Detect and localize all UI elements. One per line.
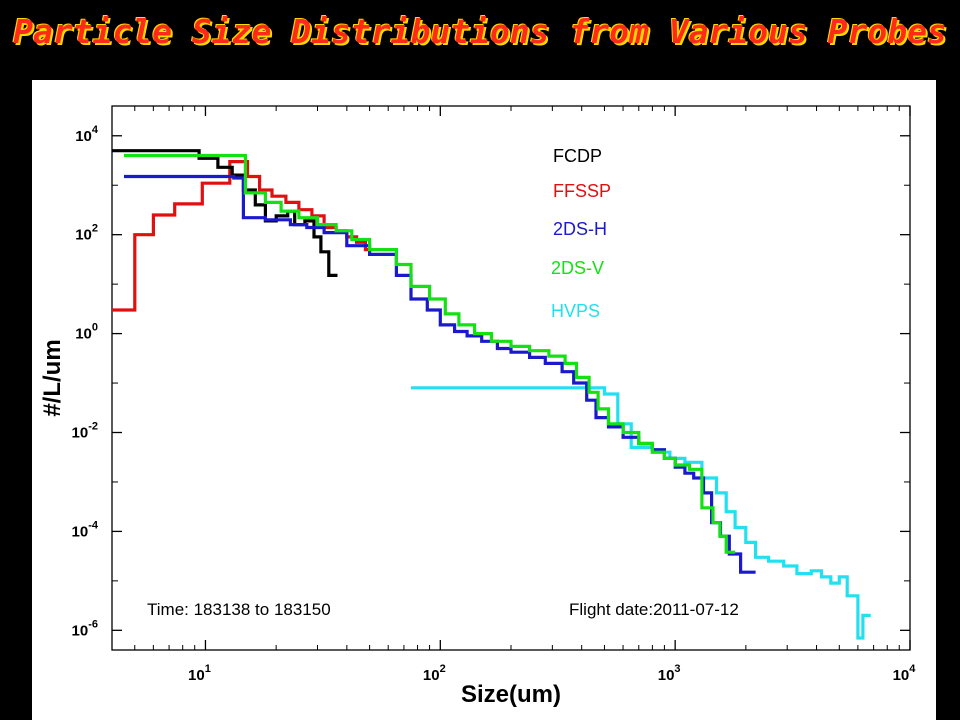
y-tick-label: 10-2 — [72, 421, 98, 442]
series-ffssp-line — [112, 160, 374, 312]
time-annotation: Time: 183138 to 183150 — [147, 600, 331, 619]
legend-2ds-v: 2DS-V — [551, 258, 604, 278]
x-tick-label: 103 — [658, 663, 681, 684]
figure-panel: 101 102 103 104 10-6 10-4 10-2 100 102 104 Size(u… — [32, 80, 936, 720]
x-tick-label: 101 — [188, 663, 211, 684]
legend-ffssp: FFSSP — [553, 181, 611, 201]
legend-hvps: HVPS — [551, 301, 600, 321]
x-tick-label: 104 — [893, 663, 917, 684]
x-tick-label: 102 — [423, 663, 446, 684]
size-distribution-chart: 101 102 103 104 10-6 10-4 10-2 100 102 104 Size(u… — [39, 105, 917, 708]
slide-title: Particle Size Distributions from Various… — [13, 12, 947, 51]
y-tick-label: 104 — [75, 124, 99, 145]
plot-frame — [111, 105, 911, 651]
y-tick-label: 10-4 — [72, 519, 99, 540]
flight-date-annotation: Flight date:2011-07-12 — [569, 600, 739, 619]
series-2ds-h-line — [124, 174, 756, 574]
x-axis-label: Size(um) — [461, 681, 561, 708]
y-tick-label: 10-6 — [72, 618, 98, 639]
y-tick-label: 100 — [75, 322, 98, 343]
y-axis-label: #/L/um — [39, 339, 66, 416]
legend-2ds-h: 2DS-H — [553, 219, 607, 239]
legend-fcdp: FCDP — [553, 146, 602, 166]
y-tick-label: 102 — [75, 223, 98, 244]
series-2ds-v-line — [124, 153, 736, 554]
